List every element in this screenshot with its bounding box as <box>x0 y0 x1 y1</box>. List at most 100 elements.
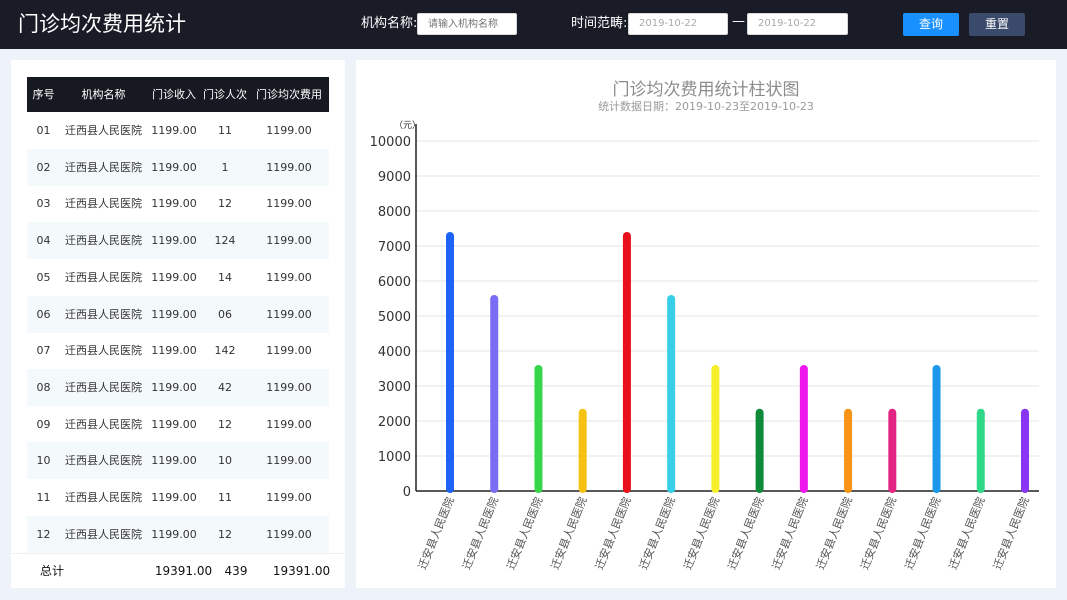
totals-income: 19391.00 <box>154 564 213 578</box>
cell-index: 02 <box>36 160 51 174</box>
x-tick-label: 迁安县人民医院 <box>769 495 811 572</box>
cell-avg-cost: 1199.00 <box>266 234 312 248</box>
x-tick-label: 迁安县人民医院 <box>680 495 722 572</box>
bar <box>667 295 676 493</box>
cell-income: 1199.00 <box>151 124 197 137</box>
cell-index: 07 <box>36 344 51 358</box>
cell-index: 10 <box>36 454 51 468</box>
y-tick-label: 8000 <box>378 205 411 220</box>
table-row: 05 迁西县人民医院 1199.00 14 1199.00 <box>27 259 329 296</box>
cell-visits: 11 <box>218 491 232 504</box>
bar <box>1021 408 1029 493</box>
bar <box>711 365 720 493</box>
bar-chart: 0 1000 2000 3000 4000 5000 6000 7000 8000 9000 100… <box>370 120 1039 572</box>
y-tick-label: 3000 <box>378 380 411 395</box>
chart-title: 门诊均次费用统计柱状图 <box>612 80 800 100</box>
bar <box>888 408 897 493</box>
cell-avg-cost: 1199.00 <box>266 380 312 394</box>
x-tick-label: 迁安县人民医院 <box>990 495 1032 572</box>
cell-index: 08 <box>36 380 51 394</box>
bar <box>844 408 853 493</box>
cell-income: 1199.00 <box>151 270 197 284</box>
cell-avg-cost: 1199.00 <box>266 160 312 174</box>
cell-income: 1199.00 <box>151 197 197 211</box>
time-range-label: 时间范畴: <box>571 16 628 31</box>
col-header-org: 机构名称 <box>81 88 126 101</box>
table-row: 12 迁西县人民医院 1199.00 12 1199.00 <box>27 515 329 553</box>
x-tick-label: 迁安县人民医院 <box>901 495 943 572</box>
bar <box>534 365 543 493</box>
y-tick-label: 10000 <box>370 135 411 150</box>
cell-avg-cost: 1199.00 <box>266 344 312 358</box>
cell-org-name: 迁西县人民医院 <box>65 160 142 174</box>
x-tick-label: 迁安县人民医院 <box>946 495 988 572</box>
stats-table-panel: 序号 机构名称 门诊收入 门诊人次 门诊均次费用 01 迁西县人民医院 1199.0… <box>11 60 345 588</box>
y-axis-label: （元） <box>394 120 421 131</box>
table-row: 07 迁西县人民医院 1199.00 142 1199.00 <box>27 332 329 369</box>
cell-index: 09 <box>36 417 51 431</box>
cell-org-name: 迁西县人民医院 <box>65 234 142 248</box>
date-from-input[interactable]: 2019-10-22 <box>628 13 728 35</box>
cell-org-name: 迁西县人民医院 <box>65 270 142 284</box>
cell-avg-cost: 1199.00 <box>266 527 312 541</box>
x-tick-label: 迁安县人民医院 <box>459 495 501 572</box>
date-to-input[interactable]: 2019-10-22 <box>747 13 848 35</box>
bar <box>755 408 764 493</box>
cell-visits: 12 <box>218 527 232 541</box>
cell-visits: 124 <box>214 234 236 248</box>
cell-org-name: 迁西县人民医院 <box>65 527 142 541</box>
col-header-visits: 门诊人次 <box>203 88 247 101</box>
cell-income: 1199.00 <box>151 417 197 431</box>
cell-income: 1199.00 <box>151 234 197 248</box>
cell-org-name: 迁西县人民医院 <box>65 124 142 137</box>
bar-chart-panel: 门诊均次费用统计柱状图 统计数据日期：2019-10-23至2019-10-23… <box>356 60 1056 588</box>
cell-visits: 1 <box>221 160 229 174</box>
org-name-input[interactable] <box>417 13 517 35</box>
y-tick-label: 9000 <box>378 170 411 185</box>
y-tick-label: 0 <box>403 485 411 500</box>
cell-index: 06 <box>36 307 51 321</box>
y-tick-label: 7000 <box>378 240 411 255</box>
col-header-avg-cost: 门诊均次费用 <box>256 88 322 101</box>
cell-income: 1199.00 <box>151 491 197 504</box>
x-tick-label: 迁安县人民医院 <box>857 495 899 572</box>
cell-org-name: 迁西县人民医院 <box>65 417 142 431</box>
cell-visits: 10 <box>218 454 232 468</box>
y-tick-label: 2000 <box>378 415 411 430</box>
y-tick-label: 5000 <box>378 310 411 325</box>
bar <box>446 232 454 493</box>
x-tick-label: 迁安县人民医院 <box>548 495 590 572</box>
cell-avg-cost: 1199.00 <box>266 124 312 137</box>
x-tick-label: 迁安县人民医院 <box>592 495 634 572</box>
cell-visits: 06 <box>218 307 232 321</box>
reset-button[interactable]: 重置 <box>969 13 1025 36</box>
cell-income: 1199.00 <box>151 344 197 358</box>
bar <box>622 232 631 493</box>
table-row: 04 迁西县人民医院 1199.00 124 1199.00 <box>27 222 329 260</box>
table-row: 09 迁西县人民医院 1199.00 12 1199.00 <box>27 406 329 443</box>
y-tick-label: 6000 <box>378 275 411 290</box>
x-tick-label: 迁安县人民医院 <box>725 495 767 572</box>
query-button[interactable]: 查询 <box>903 13 959 36</box>
cell-visits: 142 <box>214 344 236 358</box>
cell-avg-cost: 1199.00 <box>266 454 312 468</box>
cell-visits: 11 <box>218 124 232 137</box>
cell-index: 03 <box>36 197 51 211</box>
cell-org-name: 迁西县人民医院 <box>65 307 142 321</box>
page-title: 门诊均次费用统计 <box>18 12 186 36</box>
org-name-label: 机构名称: <box>361 16 418 31</box>
table-row: 02 迁西县人民医院 1199.00 1 1199.00 <box>27 148 329 186</box>
bar <box>799 365 808 493</box>
table-row: 03 迁西县人民医院 1199.00 12 1199.00 <box>27 185 329 222</box>
x-tick-label: 迁安县人民医院 <box>503 495 545 572</box>
cell-index: 05 <box>36 270 51 284</box>
top-bar: 门诊均次费用统计 机构名称: 时间范畴: 2019-10-22 — 2019-1… <box>0 0 1067 49</box>
cell-avg-cost: 1199.00 <box>266 491 312 504</box>
table-row: 08 迁西县人民医院 1199.00 42 1199.00 <box>27 368 329 406</box>
cell-income: 1199.00 <box>151 160 197 174</box>
x-tick-label: 迁安县人民医院 <box>636 495 678 572</box>
table-row: 01 迁西县人民医院 1199.00 11 1199.00 <box>27 112 329 149</box>
cell-avg-cost: 1199.00 <box>266 197 312 211</box>
cell-org-name: 迁西县人民医院 <box>65 197 142 211</box>
cell-income: 1199.00 <box>151 307 197 321</box>
